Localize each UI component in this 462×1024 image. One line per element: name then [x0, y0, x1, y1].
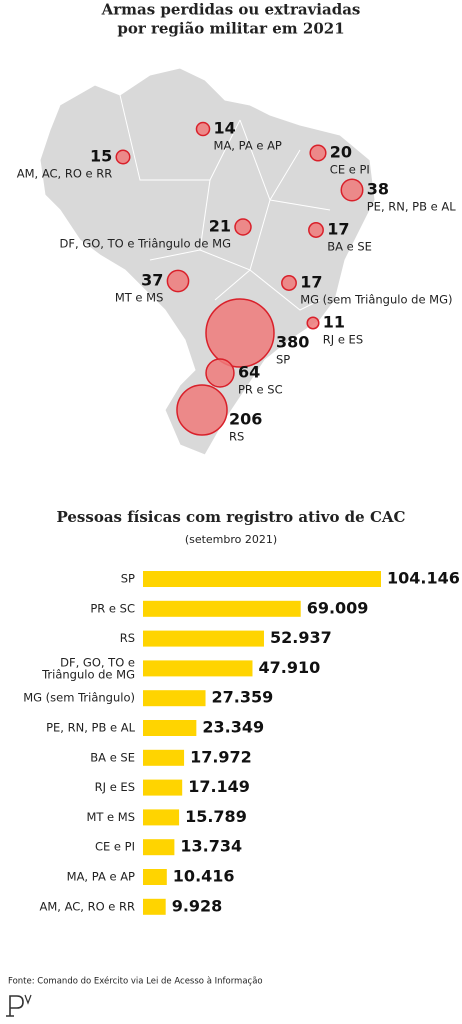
- category-label: CE e PI: [95, 840, 135, 854]
- category-label: PE, RN, PB e AL: [46, 721, 135, 735]
- value-label: 9.928: [172, 896, 223, 915]
- bubble: [205, 298, 275, 368]
- bubble-label: MA, PA e AP: [214, 139, 282, 153]
- logo: [6, 994, 32, 1017]
- value-label: 17.972: [190, 747, 252, 766]
- bubble-value: 20: [330, 143, 352, 162]
- bubble-value: 380: [276, 333, 309, 352]
- category-label: DF, GO, TO e Triângulo de MG: [41, 655, 135, 681]
- bubble: [176, 384, 228, 436]
- bubble-label: PR e SC: [238, 383, 283, 397]
- bubble: [309, 144, 327, 162]
- bubble-label: BA e SE: [327, 240, 372, 254]
- value-label: 27.359: [212, 688, 274, 707]
- bubble-label: SP: [276, 353, 290, 367]
- category-label: RS: [120, 631, 135, 645]
- category-label: SP: [121, 572, 135, 586]
- bubble-label: AM, AC, RO e RR: [17, 167, 113, 181]
- bubble: [308, 222, 324, 238]
- bubble-value: 11: [323, 313, 345, 332]
- bar-subtitle: (setembro 2021): [185, 533, 277, 546]
- bubble: [115, 149, 131, 165]
- bubble-label: MG (sem Triângulo de MG): [300, 293, 452, 307]
- bubble: [281, 275, 297, 291]
- bubble-value: 17: [327, 220, 349, 239]
- bar: [143, 809, 180, 826]
- category-label: AM, AC, RO e RR: [39, 899, 135, 913]
- bubble-label: MT e MS: [115, 291, 164, 305]
- category-label: BA e SE: [90, 750, 135, 764]
- bar: [143, 898, 166, 915]
- value-label: 47.910: [258, 658, 320, 677]
- bubble-value: 15: [90, 147, 112, 166]
- value-label: 15.789: [185, 807, 247, 826]
- bar: [143, 600, 301, 617]
- bubble-value: 64: [238, 363, 260, 382]
- bar: [143, 779, 183, 796]
- bar: [143, 720, 197, 736]
- bar: [143, 660, 253, 677]
- value-label: 52.937: [270, 628, 332, 647]
- category-label: PR e SC: [90, 601, 135, 615]
- bubble: [205, 358, 235, 388]
- category-label: MT e MS: [86, 810, 135, 824]
- bubble-value: 38: [367, 180, 389, 199]
- bar: [143, 630, 264, 647]
- bubble-value: 37: [141, 271, 163, 290]
- category-label: MA, PA e AP: [67, 870, 135, 884]
- bubble: [340, 178, 364, 202]
- bubble-label: DF, GO, TO e Triângulo de MG: [60, 237, 231, 251]
- bubble-value: 21: [209, 217, 231, 236]
- bubble-label: RS: [229, 430, 244, 444]
- bubble-value: 17: [300, 273, 322, 292]
- bar: [143, 839, 175, 856]
- bar: [143, 869, 167, 885]
- value-label: 10.416: [173, 867, 235, 886]
- category-label: RJ e ES: [95, 780, 135, 794]
- bubble-label: PE, RN, PB e AL: [367, 200, 456, 214]
- map-borders: [119, 94, 331, 311]
- bubble: [234, 218, 252, 236]
- bubble: [306, 316, 320, 330]
- map-title: Armas perdidas ou extraviadas por região …: [101, 1, 361, 38]
- bubble-label: RJ e ES: [323, 333, 363, 347]
- bar: [143, 571, 381, 587]
- value-label: 23.349: [202, 718, 264, 737]
- bar: [143, 690, 206, 707]
- value-label: 104.146: [387, 569, 460, 588]
- source: Fonte: Comando do Exército via Lei de Ac…: [8, 976, 263, 987]
- bubble-value: 14: [214, 119, 236, 138]
- bubble-label: CE e PI: [330, 163, 370, 177]
- bar: [143, 749, 185, 766]
- bubble: [166, 269, 190, 293]
- bubble: [195, 121, 211, 137]
- bar-title: Pessoas físicas com registro ativo de CA…: [57, 508, 406, 526]
- value-label: 69.009: [307, 598, 369, 617]
- value-label: 13.734: [180, 837, 242, 856]
- category-label: MG (sem Triângulo): [23, 691, 135, 705]
- value-label: 17.149: [188, 777, 250, 796]
- bubble-value: 206: [229, 410, 262, 429]
